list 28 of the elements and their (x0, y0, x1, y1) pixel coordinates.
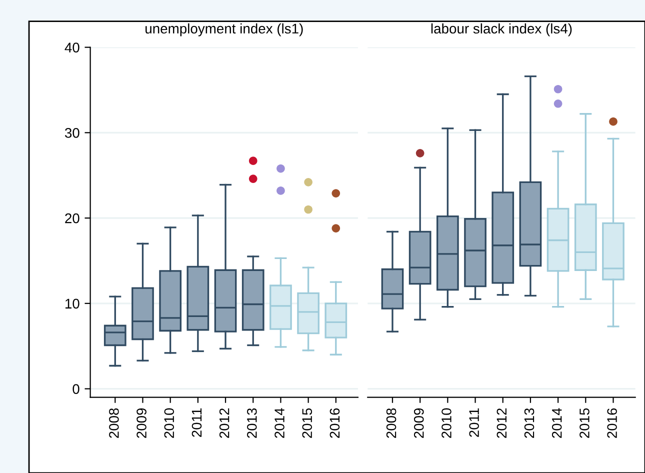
x-tick-label: 2010 (164, 408, 174, 438)
x-tick-label: 2015 (580, 408, 590, 438)
y-tick-label: 30 (64, 128, 80, 138)
y-tick-label: 0 (72, 384, 80, 394)
point (554, 99, 562, 108)
x-tick-label: 2016 (607, 408, 617, 438)
x-tick-label: 2011 (192, 408, 202, 437)
y-tick-label: 10 (65, 298, 80, 309)
chart-title: unemployment index (ls1) (146, 23, 303, 36)
y-tick-label: 40 (64, 42, 80, 52)
point (416, 148, 424, 158)
x-tick-label: 2008 (386, 408, 396, 438)
x-tick-label: 2013 (524, 408, 534, 438)
x-tick-label: 2008 (109, 408, 119, 438)
x-tick-label: 2014 (552, 408, 562, 438)
x-tick-label: 2012 (496, 408, 507, 438)
x-tick-label: 2011 (469, 408, 479, 437)
x-tick-label: 2009 (136, 408, 146, 438)
x-tick-label: 2015 (302, 408, 312, 438)
y-tick-label: 20 (65, 213, 80, 224)
point (609, 117, 618, 126)
x-tick-label: 2014 (274, 408, 284, 438)
x-tick-label: 2013 (247, 408, 257, 438)
x-tick-label: 2016 (330, 408, 340, 438)
x-tick-label: 2012 (219, 408, 230, 438)
x-tick-label: 2010 (442, 408, 452, 438)
chart-title: labour slack index (ls4) (431, 23, 572, 36)
x-tick-label: 2009 (414, 408, 424, 438)
